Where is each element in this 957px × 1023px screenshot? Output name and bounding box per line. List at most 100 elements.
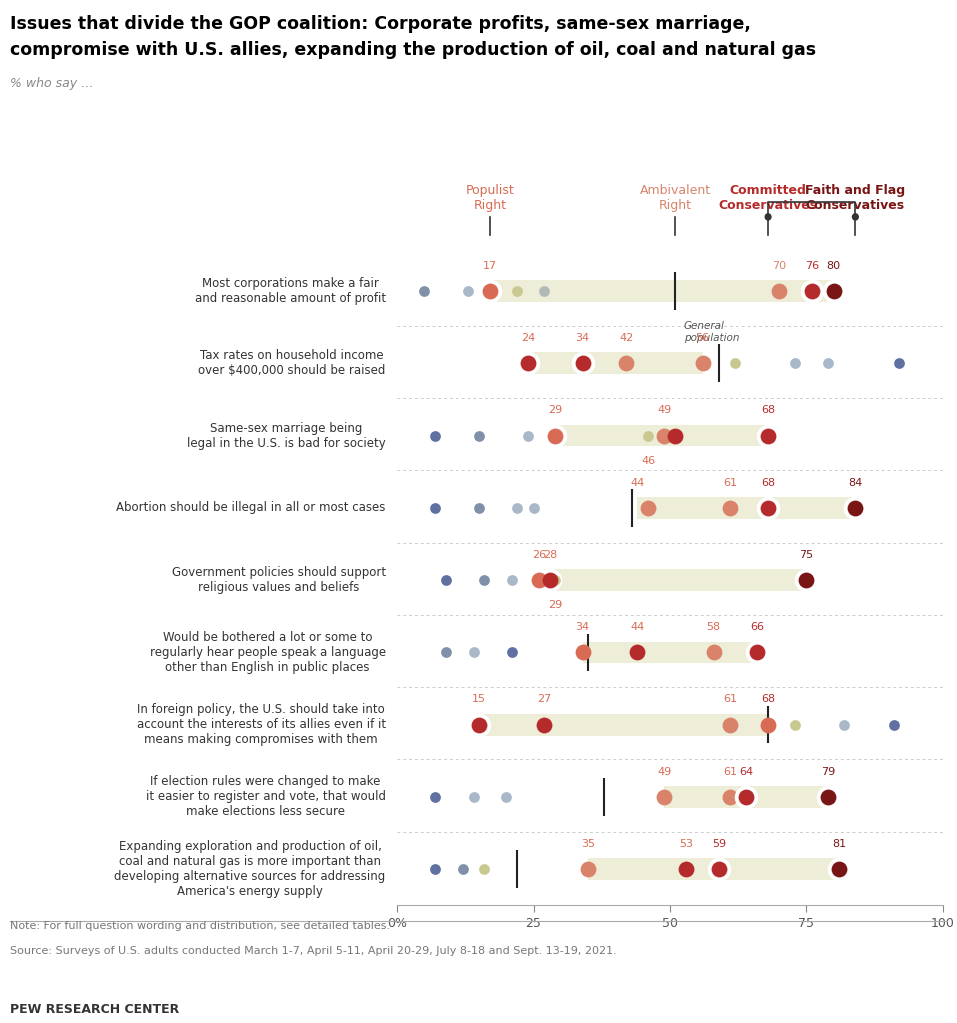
- Text: 68: 68: [761, 478, 775, 488]
- Bar: [664, 786, 828, 808]
- Point: [417, 282, 433, 299]
- Text: 81: 81: [832, 839, 846, 849]
- Text: 49: 49: [657, 766, 672, 776]
- Point: [547, 428, 563, 444]
- Text: 53: 53: [679, 839, 693, 849]
- Text: 68: 68: [761, 695, 775, 705]
- Bar: [478, 714, 768, 736]
- Point: [788, 716, 803, 732]
- Point: [630, 644, 645, 661]
- Bar: [539, 569, 807, 591]
- Point: [761, 716, 776, 732]
- Text: In foreign policy, the U.S. should take into
account the interests of its allies: In foreign policy, the U.S. should take …: [137, 703, 386, 746]
- Text: 59: 59: [712, 839, 726, 849]
- Point: [477, 572, 492, 588]
- Text: 61: 61: [723, 478, 737, 488]
- Point: [428, 428, 443, 444]
- Text: 34: 34: [575, 622, 590, 632]
- Text: 29: 29: [548, 405, 563, 415]
- Text: General
population: General population: [683, 321, 739, 343]
- Point: [537, 716, 552, 732]
- Point: [804, 282, 819, 299]
- Point: [804, 282, 819, 299]
- Point: [547, 572, 563, 588]
- Point: [455, 861, 470, 878]
- Point: [428, 789, 443, 805]
- Point: [657, 789, 672, 805]
- Point: [761, 428, 776, 444]
- Text: 75: 75: [799, 550, 813, 560]
- Text: 58: 58: [706, 622, 721, 632]
- Point: [727, 355, 743, 371]
- Text: 76: 76: [805, 261, 819, 271]
- Point: [428, 499, 443, 516]
- Point: [547, 428, 563, 444]
- Text: Same-sex marriage being
legal in the U.S. is bad for society: Same-sex marriage being legal in the U.S…: [187, 421, 386, 449]
- Text: Tax rates on household income
over $400,000 should be raised: Tax rates on household income over $400,…: [198, 349, 386, 377]
- Point: [739, 789, 754, 805]
- Text: If election rules were changed to make
it easier to register and vote, that woul: If election rules were changed to make i…: [145, 775, 386, 818]
- Point: [711, 861, 726, 878]
- Point: [679, 861, 694, 878]
- Point: [761, 499, 776, 516]
- Text: 24: 24: [521, 333, 535, 343]
- Text: PEW RESEARCH CENTER: PEW RESEARCH CENTER: [10, 1003, 179, 1016]
- Text: 34: 34: [575, 333, 590, 343]
- Point: [438, 644, 454, 661]
- Text: 44: 44: [630, 622, 644, 632]
- Point: [471, 716, 486, 732]
- Point: [428, 861, 443, 878]
- Point: [526, 499, 542, 516]
- Point: [537, 282, 552, 299]
- Text: Note: For full question wording and distribution, see detailed tables.: Note: For full question wording and dist…: [10, 921, 389, 931]
- Point: [761, 428, 776, 444]
- Text: 15: 15: [472, 695, 486, 705]
- Point: [836, 716, 852, 732]
- Text: 26: 26: [532, 550, 546, 560]
- Point: [543, 572, 558, 588]
- Point: [706, 644, 722, 661]
- Point: [509, 282, 524, 299]
- Point: [798, 572, 813, 588]
- Point: [826, 282, 841, 299]
- Text: 46: 46: [641, 456, 656, 465]
- Text: 70: 70: [772, 261, 786, 271]
- Text: 61: 61: [723, 766, 737, 776]
- Point: [618, 355, 634, 371]
- Point: [460, 282, 476, 299]
- Text: 29: 29: [548, 601, 563, 611]
- Point: [771, 282, 787, 299]
- Point: [886, 716, 901, 732]
- Point: [531, 572, 546, 588]
- Text: 80: 80: [827, 261, 840, 271]
- Point: [749, 644, 765, 661]
- Text: Expanding exploration and production of oil,
coal and natural gas is more import: Expanding exploration and production of …: [115, 840, 386, 898]
- Point: [820, 355, 835, 371]
- Point: [820, 789, 835, 805]
- Text: 17: 17: [483, 261, 497, 271]
- Point: [543, 572, 558, 588]
- Point: [848, 499, 863, 516]
- Text: Would be bothered a lot or some to
regularly hear people speak a language
other : Would be bothered a lot or some to regul…: [149, 631, 386, 674]
- Point: [848, 499, 863, 516]
- Point: [723, 499, 738, 516]
- Text: % who say …: % who say …: [10, 77, 93, 90]
- Point: [509, 499, 524, 516]
- Point: [826, 282, 841, 299]
- Text: Abortion should be illegal in all or most cases: Abortion should be illegal in all or mos…: [117, 501, 386, 515]
- Point: [739, 789, 754, 805]
- Point: [657, 428, 672, 444]
- Point: [466, 644, 481, 661]
- Point: [711, 861, 726, 878]
- Bar: [583, 641, 757, 663]
- Point: [820, 789, 835, 805]
- Text: 56: 56: [696, 333, 710, 343]
- Text: 49: 49: [657, 405, 672, 415]
- Point: [832, 861, 847, 878]
- Point: [668, 428, 683, 444]
- Text: 66: 66: [750, 622, 765, 632]
- Point: [640, 428, 656, 444]
- Text: 27: 27: [537, 695, 551, 705]
- Text: 44: 44: [630, 478, 644, 488]
- Point: [832, 861, 847, 878]
